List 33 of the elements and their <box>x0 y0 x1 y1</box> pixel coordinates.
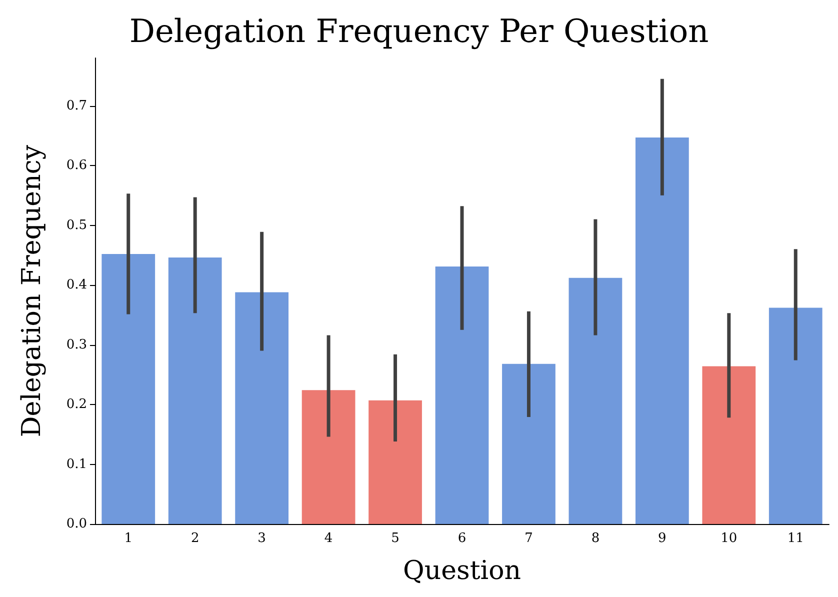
y-tick-label: 0.2 <box>66 397 87 412</box>
y-tick-label: 0.4 <box>66 278 87 293</box>
x-tick-label: 6 <box>458 531 466 546</box>
bar <box>702 366 756 524</box>
x-tick-label: 5 <box>391 531 400 546</box>
bar <box>635 137 689 524</box>
y-tick-label: 0.7 <box>66 98 87 114</box>
bar <box>568 278 622 524</box>
x-tick-label: 3 <box>258 531 266 546</box>
bar <box>168 258 222 524</box>
bar <box>435 266 489 524</box>
chart-title: Delegation Frequency Per Question <box>129 12 709 50</box>
x-tick-label: 10 <box>720 531 738 546</box>
bar <box>368 400 422 524</box>
x-tick-label: 11 <box>787 531 804 546</box>
x-axis-title: Question <box>403 556 522 586</box>
bar <box>235 292 289 524</box>
y-tick-label: 0.0 <box>66 516 87 532</box>
y-tick-label: 0.6 <box>66 158 87 174</box>
y-tick-label: 0.3 <box>66 337 87 352</box>
x-tick-label: 2 <box>190 531 200 546</box>
bar <box>102 254 156 524</box>
y-axis-title: Delegation Frequency <box>17 144 47 438</box>
y-tick-label: 0.1 <box>66 456 87 472</box>
y-tick-label: 0.5 <box>66 218 87 233</box>
bar <box>502 364 556 524</box>
x-tick-label: 8 <box>591 531 600 546</box>
x-tick-label: 9 <box>658 531 666 546</box>
bar <box>302 390 356 524</box>
x-tick-label: 4 <box>324 531 333 546</box>
bar <box>768 308 822 524</box>
x-tick-label: 7 <box>524 531 533 546</box>
x-tick-label: 1 <box>124 531 133 546</box>
